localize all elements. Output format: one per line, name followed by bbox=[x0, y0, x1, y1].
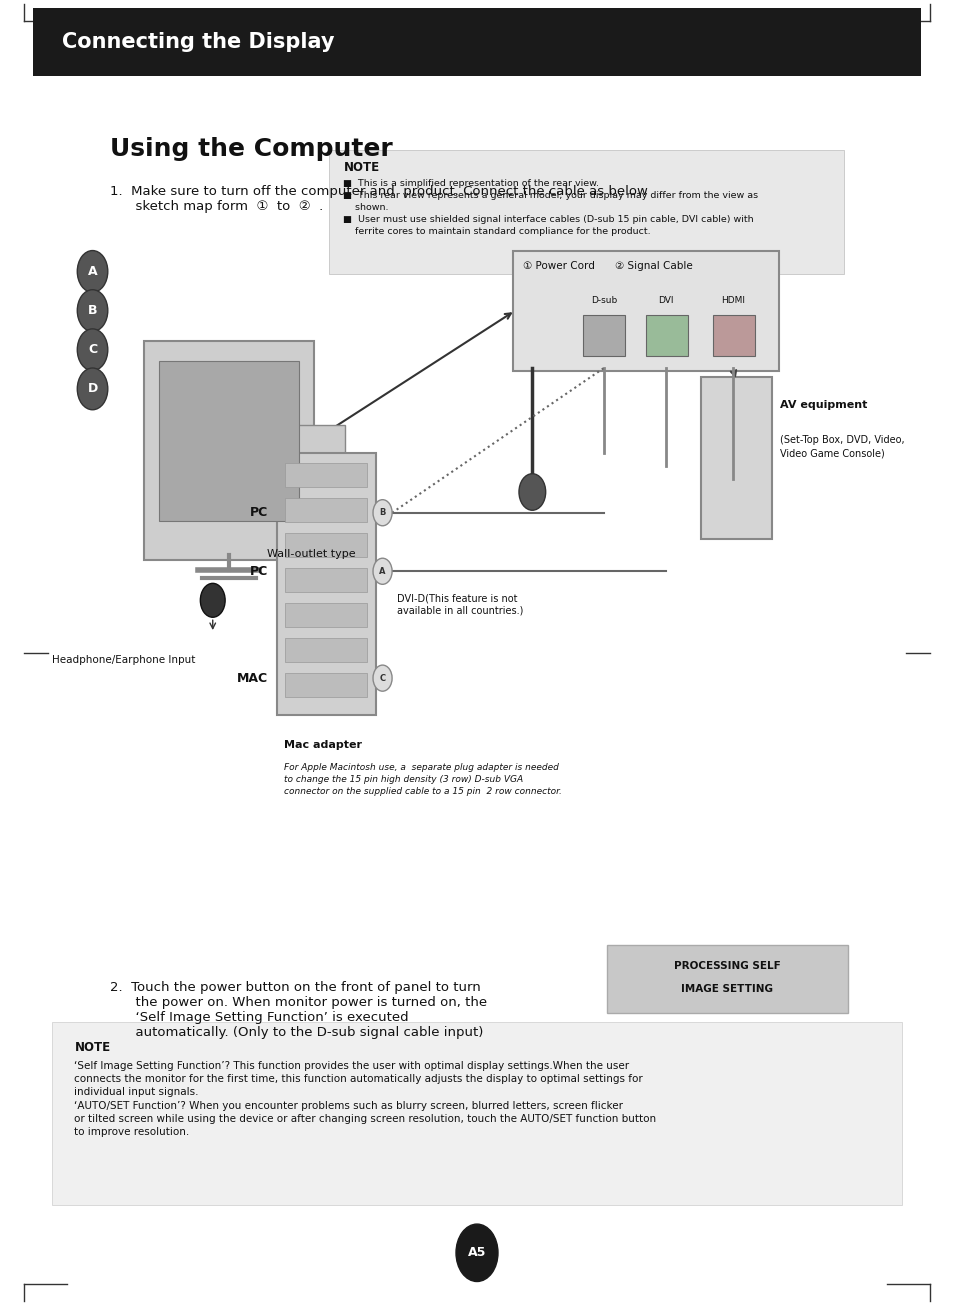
Circle shape bbox=[77, 329, 108, 371]
Text: ■  This is a simplified representation of the rear view.
■  This rear view repre: ■ This is a simplified representation of… bbox=[343, 179, 758, 236]
Text: NOTE: NOTE bbox=[343, 161, 379, 174]
FancyBboxPatch shape bbox=[276, 453, 375, 715]
Text: D-sub: D-sub bbox=[590, 296, 617, 305]
Text: ② Signal Cable: ② Signal Cable bbox=[615, 261, 692, 271]
FancyBboxPatch shape bbox=[144, 341, 314, 560]
FancyBboxPatch shape bbox=[285, 638, 367, 662]
FancyBboxPatch shape bbox=[513, 251, 779, 371]
FancyBboxPatch shape bbox=[285, 673, 367, 697]
Circle shape bbox=[77, 290, 108, 331]
Text: Headphone/Earphone Input: Headphone/Earphone Input bbox=[52, 655, 195, 666]
Text: B: B bbox=[379, 508, 385, 517]
Text: IMAGE SETTING: IMAGE SETTING bbox=[680, 984, 773, 994]
FancyBboxPatch shape bbox=[285, 534, 367, 557]
FancyBboxPatch shape bbox=[700, 377, 771, 539]
Text: C: C bbox=[379, 673, 385, 683]
Text: D: D bbox=[88, 382, 97, 395]
Text: Mac adapter: Mac adapter bbox=[284, 740, 362, 750]
Circle shape bbox=[77, 251, 108, 292]
Text: Connecting the Display: Connecting the Display bbox=[62, 31, 335, 52]
Circle shape bbox=[200, 583, 225, 617]
FancyBboxPatch shape bbox=[284, 425, 345, 535]
Text: Wall-outlet type: Wall-outlet type bbox=[267, 549, 355, 560]
FancyBboxPatch shape bbox=[33, 8, 920, 76]
Text: HDMI: HDMI bbox=[720, 296, 744, 305]
Text: PC: PC bbox=[250, 506, 268, 519]
Circle shape bbox=[373, 559, 392, 585]
FancyBboxPatch shape bbox=[285, 463, 367, 487]
Text: NOTE: NOTE bbox=[74, 1041, 111, 1054]
Text: PC: PC bbox=[250, 565, 268, 578]
FancyBboxPatch shape bbox=[285, 603, 367, 626]
Text: (Set-Top Box, DVD, Video,
Video Game Console): (Set-Top Box, DVD, Video, Video Game Con… bbox=[780, 435, 904, 458]
FancyBboxPatch shape bbox=[159, 361, 298, 521]
Text: AV equipment: AV equipment bbox=[780, 399, 867, 410]
Circle shape bbox=[456, 1224, 497, 1282]
Text: Using the Computer: Using the Computer bbox=[110, 137, 392, 161]
Text: C: C bbox=[88, 343, 97, 356]
Circle shape bbox=[373, 666, 392, 692]
FancyBboxPatch shape bbox=[606, 945, 847, 1013]
Text: DVI-D(This feature is not
available in all countries.): DVI-D(This feature is not available in a… bbox=[396, 594, 522, 615]
Text: ‘Self Image Setting Function’? This function provides the user with optimal disp: ‘Self Image Setting Function’? This func… bbox=[74, 1061, 656, 1137]
Text: A: A bbox=[379, 566, 385, 576]
FancyBboxPatch shape bbox=[285, 569, 367, 592]
Text: For Apple Macintosh use, a  separate plug adapter is needed
to change the 15 pin: For Apple Macintosh use, a separate plug… bbox=[284, 763, 561, 796]
Text: A: A bbox=[88, 265, 97, 278]
Text: A5: A5 bbox=[467, 1246, 486, 1259]
Circle shape bbox=[77, 368, 108, 410]
FancyBboxPatch shape bbox=[712, 315, 754, 356]
FancyBboxPatch shape bbox=[52, 1022, 901, 1205]
Text: PROCESSING SELF: PROCESSING SELF bbox=[674, 960, 780, 971]
Circle shape bbox=[373, 500, 392, 526]
Text: 2.  Touch the power button on the front of panel to turn
      the power on. Whe: 2. Touch the power button on the front o… bbox=[110, 981, 486, 1039]
FancyBboxPatch shape bbox=[582, 315, 624, 356]
Text: B: B bbox=[88, 304, 97, 317]
Text: DVI: DVI bbox=[658, 296, 673, 305]
FancyBboxPatch shape bbox=[645, 315, 687, 356]
FancyBboxPatch shape bbox=[285, 499, 367, 522]
Text: MAC: MAC bbox=[236, 672, 268, 685]
FancyBboxPatch shape bbox=[329, 150, 843, 274]
Text: ① Power Cord: ① Power Cord bbox=[522, 261, 594, 271]
Circle shape bbox=[518, 474, 545, 510]
Text: 1.  Make sure to turn off the computer and  product. Connect the cable as below
: 1. Make sure to turn off the computer an… bbox=[110, 185, 647, 213]
